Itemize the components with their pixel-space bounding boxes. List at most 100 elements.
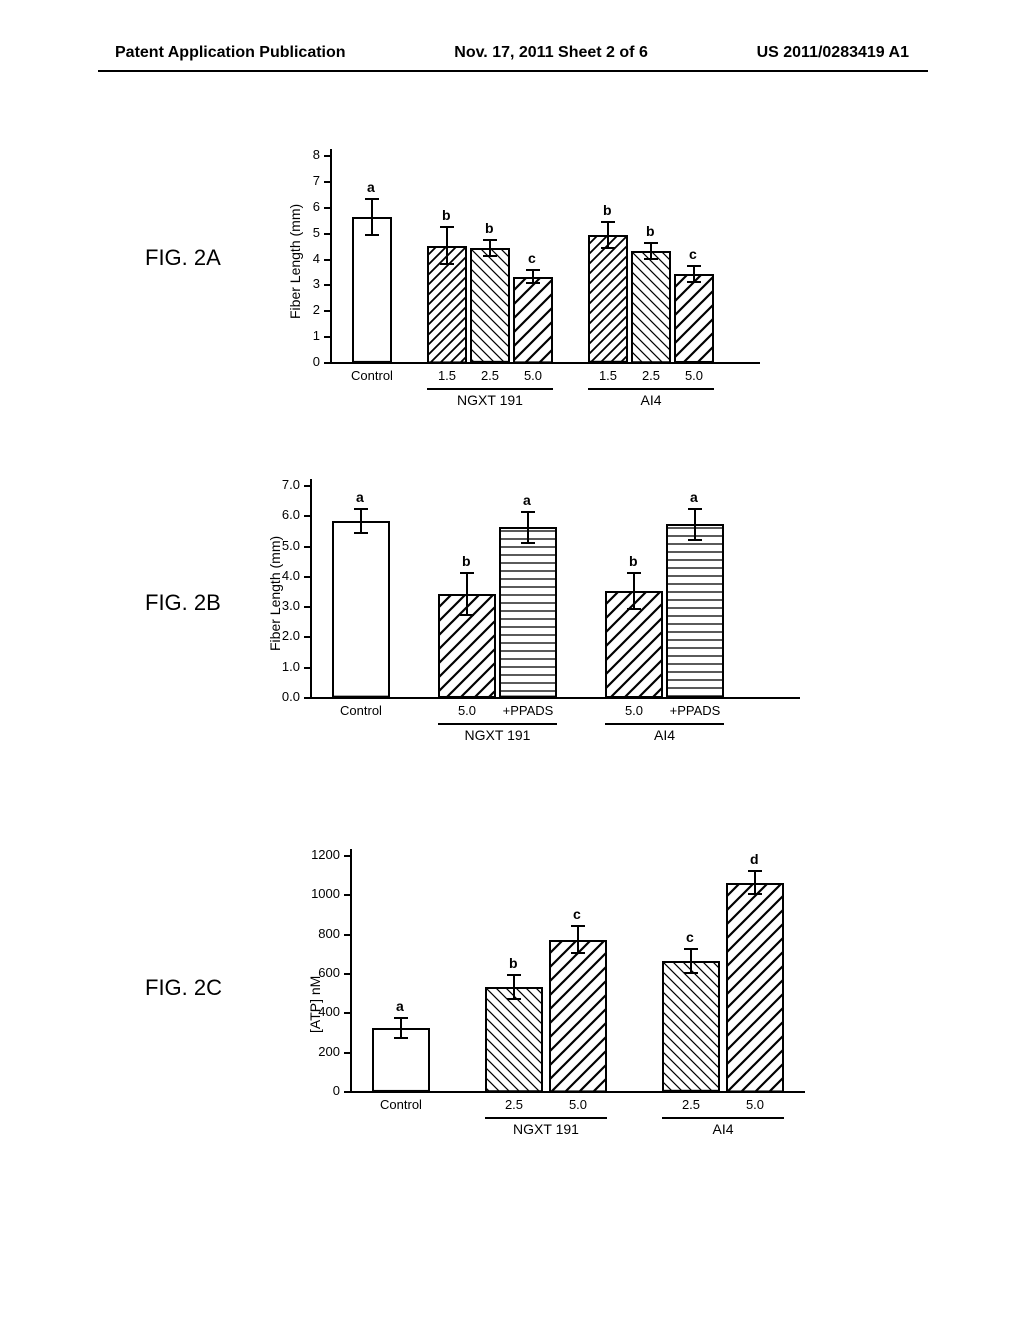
x-tick-label: 2.5 [484, 1097, 544, 1112]
error-bar [690, 949, 692, 973]
error-bar [527, 512, 529, 542]
error-bar [371, 199, 373, 235]
y-tick [344, 934, 350, 936]
error-bar-cap [571, 952, 585, 954]
y-tick [324, 310, 330, 312]
error-bar-cap [354, 532, 368, 534]
error-bar [513, 975, 515, 999]
y-axis [310, 479, 312, 697]
y-tick-label: 1200 [304, 847, 340, 862]
y-tick [324, 362, 330, 364]
y-tick [324, 181, 330, 183]
chart-bar [549, 940, 607, 1091]
group-underline [485, 1117, 607, 1119]
y-tick-label: 4 [284, 251, 320, 266]
error-bar-cap [601, 221, 615, 223]
x-tick-label: 5.0 [725, 1097, 785, 1112]
y-tick-label: 0.0 [264, 689, 300, 704]
figure-label: FIG. 2C [145, 975, 222, 1001]
error-bar [754, 871, 756, 895]
y-tick-label: 5.0 [264, 538, 300, 553]
group-label: NGXT 191 [427, 392, 553, 408]
x-tick-label: 2.5 [661, 1097, 721, 1112]
y-tick [344, 1012, 350, 1014]
significance-label: d [750, 851, 759, 867]
error-bar-cap [365, 234, 379, 236]
error-bar-cap [460, 614, 474, 616]
x-axis [330, 362, 760, 364]
chart-bar [674, 274, 714, 362]
y-tick-label: 7.0 [264, 477, 300, 492]
y-tick [324, 284, 330, 286]
significance-label: b [629, 553, 638, 569]
x-tick-label: 5.0 [437, 703, 497, 718]
y-tick-label: 0 [284, 354, 320, 369]
y-tick-label: 6.0 [264, 507, 300, 522]
error-bar [466, 573, 468, 615]
x-axis [310, 697, 800, 699]
y-tick-label: 800 [304, 926, 340, 941]
error-bar-cap [354, 508, 368, 510]
significance-label: a [523, 492, 531, 508]
header-right: US 2011/0283419 A1 [757, 44, 909, 62]
group-underline [438, 723, 557, 725]
group-label: NGXT 191 [438, 727, 557, 743]
significance-label: b [603, 202, 612, 218]
y-tick [304, 697, 310, 699]
error-bar-cap [644, 258, 658, 260]
page-header: Patent Application Publication Nov. 17, … [0, 44, 1024, 62]
significance-label: a [356, 489, 364, 505]
group-label: AI4 [662, 1121, 784, 1137]
x-tick-label: 5.0 [664, 368, 724, 383]
y-tick [304, 546, 310, 548]
x-tick-label: +PPADS [665, 703, 725, 718]
header-divider [98, 70, 928, 72]
error-bar-cap [688, 508, 702, 510]
error-bar-cap [601, 247, 615, 249]
y-tick-label: 200 [304, 1044, 340, 1059]
y-tick-label: 1000 [304, 886, 340, 901]
error-bar-cap [507, 974, 521, 976]
y-tick [304, 485, 310, 487]
error-bar [607, 222, 609, 248]
y-tick [344, 1052, 350, 1054]
significance-label: b [646, 223, 655, 239]
error-bar-cap [394, 1037, 408, 1039]
y-axis [330, 149, 332, 362]
error-bar [650, 243, 652, 259]
x-tick-label: +PPADS [498, 703, 558, 718]
error-bar [446, 227, 448, 263]
y-tick [304, 515, 310, 517]
significance-label: a [396, 998, 404, 1014]
error-bar-cap [688, 539, 702, 541]
x-axis [350, 1091, 805, 1093]
group-underline [427, 388, 553, 390]
header-center: Nov. 17, 2011 Sheet 2 of 6 [454, 44, 648, 62]
group-underline [605, 723, 724, 725]
chart-bar [666, 524, 724, 697]
fig2a-chart: Fiber Length (mm)012345678aControlb1.5b2… [330, 155, 760, 362]
significance-label: c [686, 929, 694, 945]
y-tick [324, 207, 330, 209]
y-tick-label: 2 [284, 302, 320, 317]
error-bar-cap [684, 948, 698, 950]
significance-label: a [690, 489, 698, 505]
x-tick-label: 5.0 [604, 703, 664, 718]
significance-label: b [442, 207, 451, 223]
y-tick [324, 155, 330, 157]
y-tick-label: 1.0 [264, 659, 300, 674]
significance-label: c [689, 246, 697, 262]
x-tick-label: 5.0 [503, 368, 563, 383]
error-bar-cap [684, 972, 698, 974]
error-bar [400, 1018, 402, 1038]
error-bar-cap [483, 239, 497, 241]
y-tick-label: 600 [304, 965, 340, 980]
error-bar-cap [394, 1017, 408, 1019]
error-bar-cap [526, 282, 540, 284]
y-tick [304, 667, 310, 669]
chart-bar [513, 277, 553, 362]
y-tick [344, 973, 350, 975]
group-label: NGXT 191 [485, 1121, 607, 1137]
y-tick-label: 6 [284, 199, 320, 214]
x-tick-label: Control [342, 368, 402, 383]
